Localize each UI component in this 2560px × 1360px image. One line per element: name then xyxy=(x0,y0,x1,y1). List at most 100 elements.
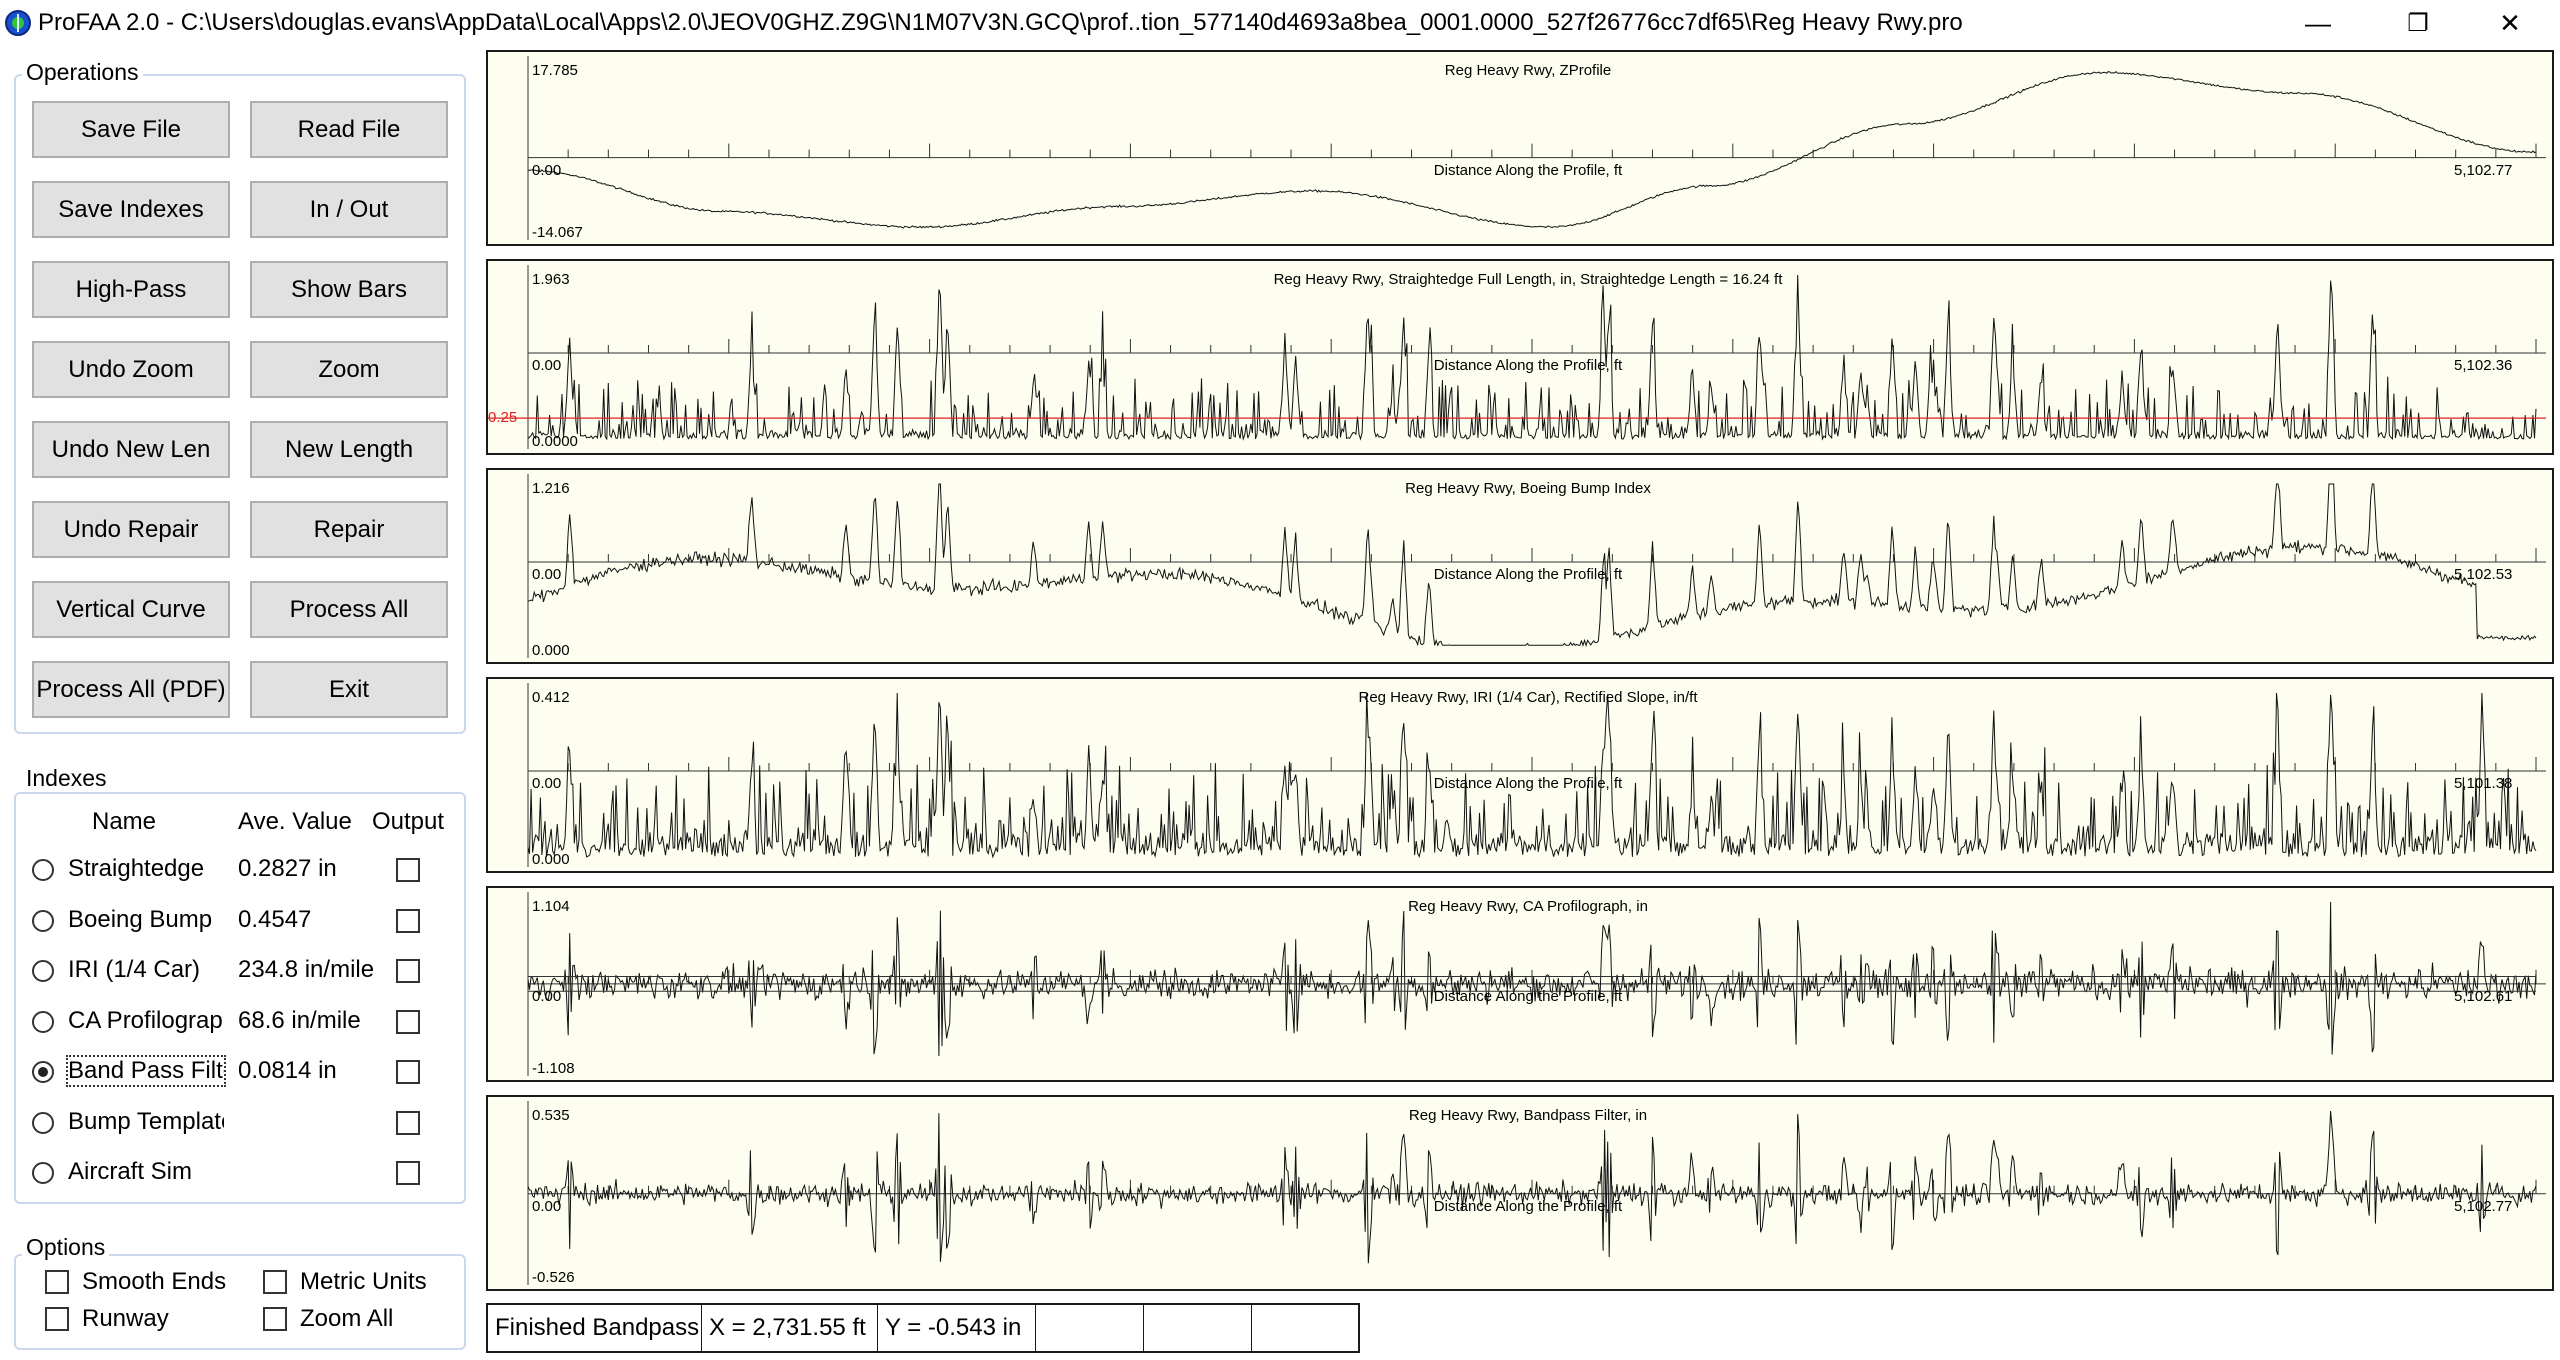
x-max-label: 5,102.61 xyxy=(2454,987,2513,1005)
plot-svg xyxy=(527,1101,2546,1285)
index-radio-band-pass-filter[interactable] xyxy=(32,1061,54,1083)
y-min-label: -0.526 xyxy=(532,1269,575,1286)
undo-zoom-button[interactable]: Undo Zoom xyxy=(32,341,230,398)
zoom-all-label[interactable]: Zoom All xyxy=(300,1305,394,1332)
plot-svg xyxy=(527,474,2546,658)
index-output-checkbox-boeing-bump[interactable] xyxy=(396,908,420,933)
index-output-checkbox-band-pass-filter[interactable] xyxy=(396,1060,420,1084)
index-name-boeing-bump[interactable]: Boeing Bump xyxy=(68,905,213,933)
plot-trace xyxy=(527,1110,2537,1264)
plot-panel-2[interactable]: 1.963 0.0000 0.00 5,102.36 Reg Heavy Rwy, St… xyxy=(486,259,2554,455)
zero-label: 0.00 xyxy=(532,566,562,583)
y-max-label: 0.412 xyxy=(532,689,570,706)
undo-repair-button[interactable]: Undo Repair xyxy=(32,501,230,558)
index-row-straightedge: Straightedge 0.2827 in xyxy=(32,853,452,887)
index-row-band-pass-filter: Band Pass Filter 0.0814 in xyxy=(32,1055,452,1089)
zero-label: 0.00 xyxy=(532,357,562,374)
zoom-button[interactable]: Zoom xyxy=(250,341,448,398)
index-radio-iri[interactable] xyxy=(32,960,54,982)
plot-title: Reg Heavy Rwy, Straightedge Full Length,… xyxy=(1273,271,1783,288)
x-max-label: 5,102.77 xyxy=(2454,1197,2513,1215)
y-min-label: -1.108 xyxy=(532,1060,575,1077)
y-max-label: 1.104 xyxy=(532,898,570,915)
runway-label[interactable]: Runway xyxy=(82,1305,169,1332)
operations-group xyxy=(14,74,466,734)
process-all-button[interactable]: Process All xyxy=(250,581,448,638)
vertical-curve-button[interactable]: Vertical Curve xyxy=(32,581,230,638)
plot-trace xyxy=(527,692,2537,859)
index-radio-ca-profilograph[interactable] xyxy=(32,1010,54,1033)
smooth-ends-checkbox[interactable] xyxy=(45,1270,69,1294)
index-radio-boeing-bump[interactable] xyxy=(32,909,54,932)
repair-button[interactable]: Repair xyxy=(250,501,448,558)
app-logo-icon xyxy=(5,10,31,36)
exit-button[interactable]: Exit xyxy=(250,661,448,718)
x-axis-label: Distance Along the Profile, ft xyxy=(1433,357,1623,374)
index-name-iri[interactable]: IRI (1/4 Car) xyxy=(68,956,201,983)
plot-trace xyxy=(527,901,2537,1057)
index-row-aircraft-sim: Aircraft Sim xyxy=(32,1156,452,1190)
index-output-checkbox-iri[interactable] xyxy=(396,959,420,983)
metric-units-label[interactable]: Metric Units xyxy=(300,1268,427,1295)
runway-checkbox[interactable] xyxy=(45,1307,69,1331)
y-min-label: 0.000 xyxy=(532,642,570,659)
plot-svg xyxy=(488,265,2546,449)
x-axis-label: Distance Along the Profile, ft xyxy=(1433,775,1623,792)
index-output-checkbox-aircraft-sim[interactable] xyxy=(396,1161,420,1185)
smooth-ends-label[interactable]: Smooth Ends xyxy=(82,1268,227,1295)
index-radio-straightedge[interactable] xyxy=(32,859,54,881)
plot-title: Reg Heavy Rwy, Bandpass Filter, in xyxy=(1408,1107,1648,1124)
indexes-group xyxy=(14,792,466,1204)
title-bar: ProFAA 2.0 - C:\Users\douglas.evans\AppD… xyxy=(0,0,2560,46)
zero-label: 0.00 xyxy=(532,1197,562,1215)
index-name-aircraft-sim[interactable]: Aircraft Sim xyxy=(68,1158,193,1185)
plot-trace xyxy=(527,483,2537,647)
index-name-ca-profilograph[interactable]: CA Profilograph xyxy=(68,1006,224,1034)
plot-panel-1[interactable]: 17.785 -14.067 0.00 5,102.77 Reg Heavy Rwy, … xyxy=(486,50,2554,246)
index-row-iri: IRI (1/4 Car) 234.8 in/mile xyxy=(32,954,452,988)
index-output-checkbox-bump-template[interactable] xyxy=(396,1110,420,1135)
index-row-ca-profilograph: CA Profilograph 68.6 in/mile xyxy=(32,1005,452,1039)
plot-panel-6[interactable]: 0.535 -0.526 0.00 5,102.77 Reg Heavy Rwy, Ba… xyxy=(486,1095,2554,1291)
index-name-straightedge[interactable]: Straightedge xyxy=(68,855,205,882)
plot-title: Reg Heavy Rwy, CA Profilograph, in xyxy=(1408,898,1648,915)
indexes-value-header: Ave. Value xyxy=(238,808,352,835)
process-all-pdf-button[interactable]: Process All (PDF) xyxy=(32,661,230,718)
index-name-bump-template[interactable]: Bump Template xyxy=(68,1107,224,1135)
save-file-button[interactable]: Save File xyxy=(32,101,230,158)
index-output-checkbox-straightedge[interactable] xyxy=(396,858,420,882)
window-title: ProFAA 2.0 - C:\Users\douglas.evans\AppD… xyxy=(38,9,1963,36)
y-min-label: 0.000 xyxy=(532,851,570,868)
zero-label: 0.00 xyxy=(532,775,562,792)
status-x-coordinate: X = 2,731.55 ft xyxy=(702,1305,878,1351)
plot-panel-5[interactable]: 1.104 -1.108 0.00 5,102.61 Reg Heavy Rwy, CA… xyxy=(486,886,2554,1082)
plot-panel-4[interactable]: 0.412 0.000 0.00 5,101.38 Reg Heavy Rwy, IRI… xyxy=(486,677,2554,873)
high-pass-button[interactable]: High-Pass xyxy=(32,261,230,318)
close-button[interactable]: ✕ xyxy=(2499,7,2521,38)
plot-trace xyxy=(528,71,2537,229)
undo-new-length-button[interactable]: Undo New Len xyxy=(32,421,230,478)
operations-title: Operations xyxy=(22,59,143,86)
save-indexes-button[interactable]: Save Indexes xyxy=(32,181,230,238)
maximize-button[interactable]: ❐ xyxy=(2407,9,2429,37)
new-length-button[interactable]: New Length xyxy=(250,421,448,478)
plot-title: Reg Heavy Rwy, ZProfile xyxy=(1444,62,1612,79)
index-radio-aircraft-sim[interactable] xyxy=(32,1162,54,1184)
x-max-label: 5,101.38 xyxy=(2454,775,2513,792)
metric-units-checkbox[interactable] xyxy=(263,1270,287,1294)
read-file-button[interactable]: Read File xyxy=(250,101,448,158)
minimize-button[interactable]: — xyxy=(2305,7,2331,38)
zoom-all-checkbox[interactable] xyxy=(263,1307,287,1331)
plot-panel-3[interactable]: 1.216 0.000 0.00 5,102.53 Reg Heavy Rwy, Boe… xyxy=(486,468,2554,664)
index-name-band-pass-filter[interactable]: Band Pass Filter xyxy=(66,1055,226,1087)
show-bars-button[interactable]: Show Bars xyxy=(250,261,448,318)
in-out-button[interactable]: In / Out xyxy=(250,181,448,238)
index-output-checkbox-ca-profilograph[interactable] xyxy=(396,1009,420,1034)
index-value-boeing-bump: 0.4547 xyxy=(238,905,312,933)
index-radio-bump-template[interactable] xyxy=(32,1111,54,1134)
plot-svg xyxy=(527,683,2546,867)
zero-label: 0.00 xyxy=(532,987,562,1005)
index-value-ca-profilograph: 68.6 in/mile xyxy=(238,1006,361,1034)
indexes-name-header: Name xyxy=(92,808,157,835)
plot-trace xyxy=(527,274,2537,441)
